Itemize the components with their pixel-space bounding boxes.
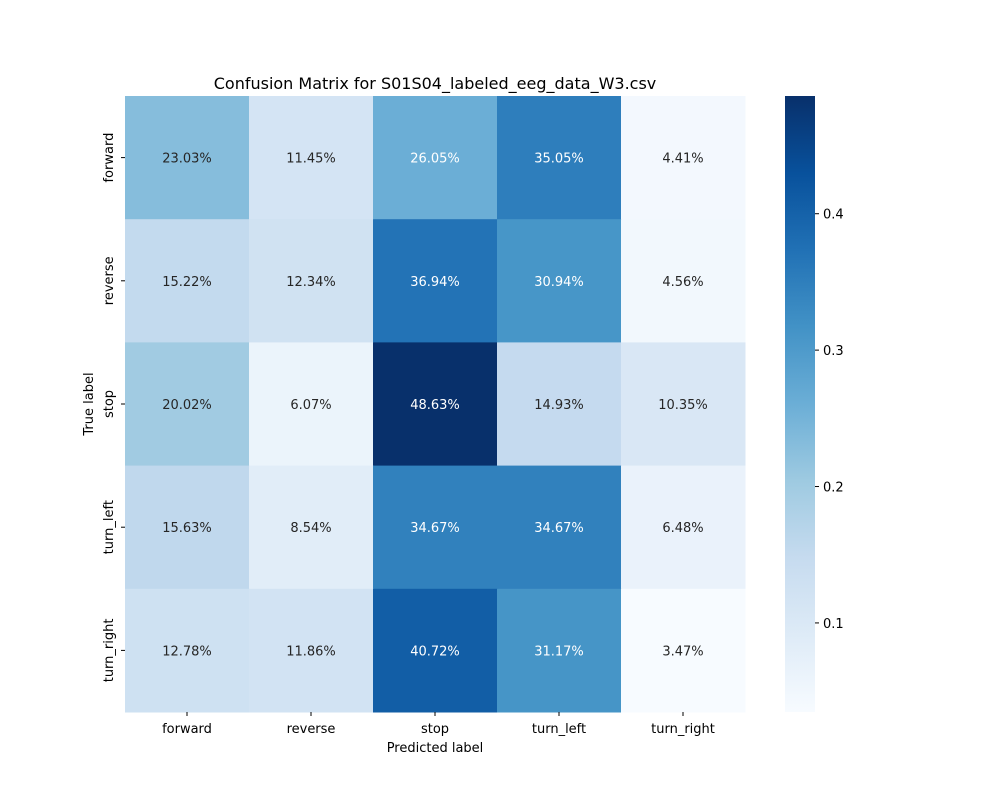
heatmap-cell: [249, 588, 374, 713]
heatmap-cell: [373, 342, 498, 467]
cell-annotation: 4.41%: [662, 152, 703, 167]
cell-annotation: 40.72%: [410, 644, 460, 659]
heatmap-cell: [249, 342, 374, 467]
cell-annotation: 15.22%: [162, 275, 212, 290]
heatmap-cell: [125, 342, 250, 467]
heatmap-cell: [497, 342, 622, 467]
y-axis-label: True label: [82, 372, 97, 436]
heatmap-cell: [125, 465, 250, 590]
cell-annotation: 36.94%: [410, 275, 460, 290]
cell-annotation: 31.17%: [534, 644, 584, 659]
heatmap-cell: [249, 219, 374, 343]
y-tick-label: stop: [102, 390, 117, 418]
cell-annotation: 15.63%: [162, 521, 212, 536]
colorbar-tick-label: 0.2: [823, 481, 844, 496]
heatmap-cell: [497, 96, 622, 220]
x-tick-label: turn_right: [651, 722, 715, 737]
heatmap-cell: [249, 96, 374, 220]
heatmap-cell: [497, 465, 622, 590]
cell-annotation: 48.63%: [410, 398, 460, 413]
cell-annotation: 6.48%: [662, 521, 703, 536]
heatmap-cell: [373, 465, 498, 590]
heatmap-cell: [621, 465, 746, 590]
colorbar-tick-label: 0.4: [823, 208, 844, 223]
heatmap-cell: [621, 96, 746, 220]
y-tick-label: turn_left: [102, 500, 117, 554]
cell-annotation: 12.78%: [162, 644, 212, 659]
cell-annotation: 26.05%: [410, 152, 460, 167]
cell-annotation: 23.03%: [162, 152, 212, 167]
cell-annotation: 34.67%: [410, 521, 460, 536]
cell-annotation: 30.94%: [534, 275, 584, 290]
chart-title: Confusion Matrix for S01S04_labeled_eeg_…: [214, 74, 657, 94]
heatmap-cell: [249, 465, 374, 590]
x-tick-label: stop: [421, 722, 449, 737]
heatmap-cell: [373, 219, 498, 343]
heatmap-cell: [125, 219, 250, 343]
y-tick-label: turn_right: [102, 619, 117, 683]
cell-annotation: 8.54%: [290, 521, 331, 536]
cell-annotation: 6.07%: [290, 398, 331, 413]
heatmap-cells: 23.03% 11.45% 26.05% 35.05% 4.41% 15.22% 12.34…: [125, 96, 746, 713]
colorbar-tick-label: 0.1: [823, 617, 844, 632]
x-tick-label: turn_left: [532, 722, 586, 737]
x-axis-label: Predicted label: [387, 741, 484, 756]
heatmap-cell: [621, 588, 746, 713]
heatmap-cell: [621, 342, 746, 467]
y-tick-label: reverse: [102, 256, 117, 305]
cell-annotation: 3.47%: [662, 644, 703, 659]
heatmap-cell: [125, 96, 250, 220]
y-axis: forward reverse stop turn_left turn_right: [102, 133, 125, 683]
y-tick-label: forward: [102, 133, 117, 183]
cell-annotation: 35.05%: [534, 152, 584, 167]
heatmap-cell: [497, 219, 622, 343]
cell-annotation: 11.86%: [286, 644, 336, 659]
colorbar-ticks: 0.1 0.2 0.3 0.4: [815, 208, 844, 632]
heatmap-cell: [373, 96, 498, 220]
x-axis: forward reverse stop turn_left turn_right: [162, 712, 715, 737]
cell-annotation: 4.56%: [662, 275, 703, 290]
heatmap-cell: [373, 588, 498, 713]
cell-annotation: 10.35%: [658, 398, 708, 413]
cell-annotation: 34.67%: [534, 521, 584, 536]
colorbar-tick-label: 0.3: [823, 344, 844, 359]
heatmap-cell: [497, 588, 622, 713]
cell-annotation: 20.02%: [162, 398, 212, 413]
x-tick-label: forward: [162, 722, 212, 737]
colorbar: [785, 96, 815, 712]
cell-annotation: 12.34%: [286, 275, 336, 290]
x-tick-label: reverse: [287, 722, 336, 737]
heatmap-cell: [621, 219, 746, 343]
cell-annotation: 14.93%: [534, 398, 584, 413]
cell-annotation: 11.45%: [286, 152, 336, 167]
heatmap-cell: [125, 588, 250, 713]
